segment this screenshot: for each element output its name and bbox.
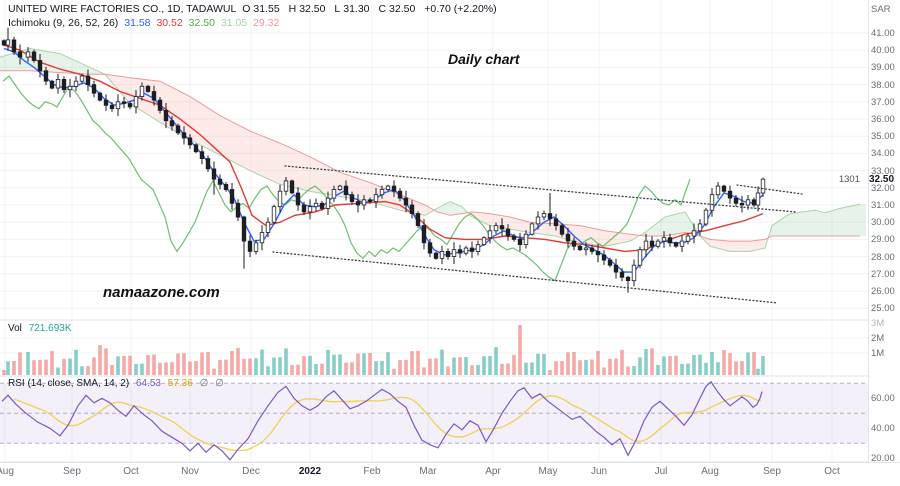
price-axis-tick: 35.00 — [871, 131, 895, 142]
price-axis-tick: 26.00 — [871, 286, 895, 297]
symbol-code-tag: 1301 — [838, 174, 860, 185]
ichimoku-kijun-value: 30.52 — [156, 16, 183, 29]
volume-label: Vol — [8, 323, 22, 334]
volume-axis-tick: 2M — [871, 333, 885, 344]
price-axis-tick: 27.00 — [871, 269, 895, 280]
price-axis-tick: 41.00 — [871, 28, 895, 39]
ichimoku-tenkan-value: 31.58 — [124, 16, 151, 29]
high-label: H 32.50 — [288, 3, 326, 15]
price-axis-tick: 36.00 — [871, 114, 895, 125]
time-axis-label[interactable]: Oct — [123, 466, 139, 477]
time-axis[interactable] — [0, 462, 900, 486]
time-axis-label[interactable]: Jun — [590, 466, 608, 477]
rsi-axis-tick: 20.00 — [871, 453, 895, 464]
time-axis-label[interactable]: Oct — [824, 466, 840, 477]
time-axis-label[interactable]: Nov — [181, 466, 199, 477]
volume-value: 721.693K — [28, 323, 72, 334]
rsi-sma-value: 57.36 — [167, 377, 193, 389]
price-axis-tick: 38.00 — [871, 80, 895, 91]
daily-chart-note: Daily chart — [448, 51, 520, 67]
candlestick-series — [1, 27, 766, 293]
grid-lines — [0, 0, 868, 462]
ichimoku-lead1-value: 31.05 — [220, 16, 248, 29]
rsi-sma-line — [13, 394, 762, 452]
volume-series — [2, 325, 765, 375]
rsi-empty-icon: ∅ — [199, 377, 209, 389]
rsi-axis-tick: 60.00 — [871, 393, 895, 404]
time-axis-label[interactable]: Sep — [763, 466, 781, 477]
volume-axis-tick: 3M — [871, 318, 885, 329]
volume-axis-tick: 1M — [871, 348, 885, 359]
price-axis-tick: 31.00 — [871, 200, 895, 211]
price-axis-tick: 37.00 — [871, 97, 895, 108]
price-axis[interactable] — [868, 0, 900, 486]
price-axis-tick: 32.00 — [871, 183, 895, 194]
price-axis-tick: 34.00 — [871, 148, 895, 159]
time-axis-label[interactable]: Feb — [363, 466, 381, 477]
rsi-legend[interactable]: RSI (14, close, SMA, 14, 2) 64.53 57.36 … — [8, 378, 228, 389]
volume-legend[interactable]: Vol 721.693K — [8, 323, 76, 334]
chikou-line — [2, 75, 691, 282]
time-axis-label[interactable]: Sep — [63, 466, 81, 477]
ichimoku-label: Ichimoku (9, 26, 52, 26) — [8, 16, 119, 29]
currency-label: SAR — [871, 4, 891, 15]
trend-channel-lines[interactable] — [272, 165, 803, 304]
close-label: C 32.50 — [378, 3, 416, 15]
time-axis-label[interactable]: May — [538, 466, 558, 477]
rsi-value: 64.53 — [135, 377, 161, 389]
time-axis-label[interactable]: Aug — [701, 466, 719, 477]
price-axis-tick: 30.00 — [871, 217, 895, 228]
rsi-label: RSI (14, close, SMA, 14, 2) — [8, 377, 130, 389]
time-axis-label[interactable]: Mar — [419, 466, 437, 477]
price-axis-tick: 28.00 — [871, 252, 895, 263]
last-price-label: 32.50 — [869, 174, 895, 185]
price-axis-tick: 33.00 — [871, 166, 895, 177]
rsi-line — [1, 380, 763, 461]
watermark: namaazone.com — [103, 284, 220, 301]
change-label: +0.70 (+2.20%) — [424, 3, 497, 15]
rsi-empty-icon: ∅ — [215, 377, 224, 389]
ichimoku-lead2-value: 29.32 — [253, 16, 280, 29]
price-axis-tick: 40.00 — [871, 45, 895, 56]
time-axis-label[interactable]: Aug — [0, 466, 14, 477]
price-axis-tick: 25.00 — [871, 303, 895, 314]
chart-header: UNITED WIRE FACTORIES CO., 1D, TADAWUL O… — [8, 3, 500, 15]
ichimoku-cloud — [0, 47, 866, 252]
low-label: L 31.30 — [334, 3, 370, 15]
time-axis-label[interactable]: Dec — [242, 466, 260, 477]
symbol-title: UNITED WIRE FACTORIES CO., 1D, TADAWUL — [8, 3, 237, 15]
time-axis-label[interactable]: Jul — [654, 466, 668, 477]
open-label: O 31.55 — [242, 3, 280, 15]
time-axis-label[interactable]: 2022 — [298, 466, 322, 477]
price-axis-tick: 29.00 — [871, 234, 895, 245]
ichimoku-chikou-value: 32.50 — [188, 16, 215, 29]
time-axis-label[interactable]: Apr — [485, 466, 501, 477]
ichimoku-legend[interactable]: Ichimoku (9, 26, 52, 26) 31.58 30.52 32.… — [8, 17, 282, 29]
price-axis-tick: 39.00 — [871, 62, 895, 73]
rsi-axis-tick: 40.00 — [871, 423, 895, 434]
